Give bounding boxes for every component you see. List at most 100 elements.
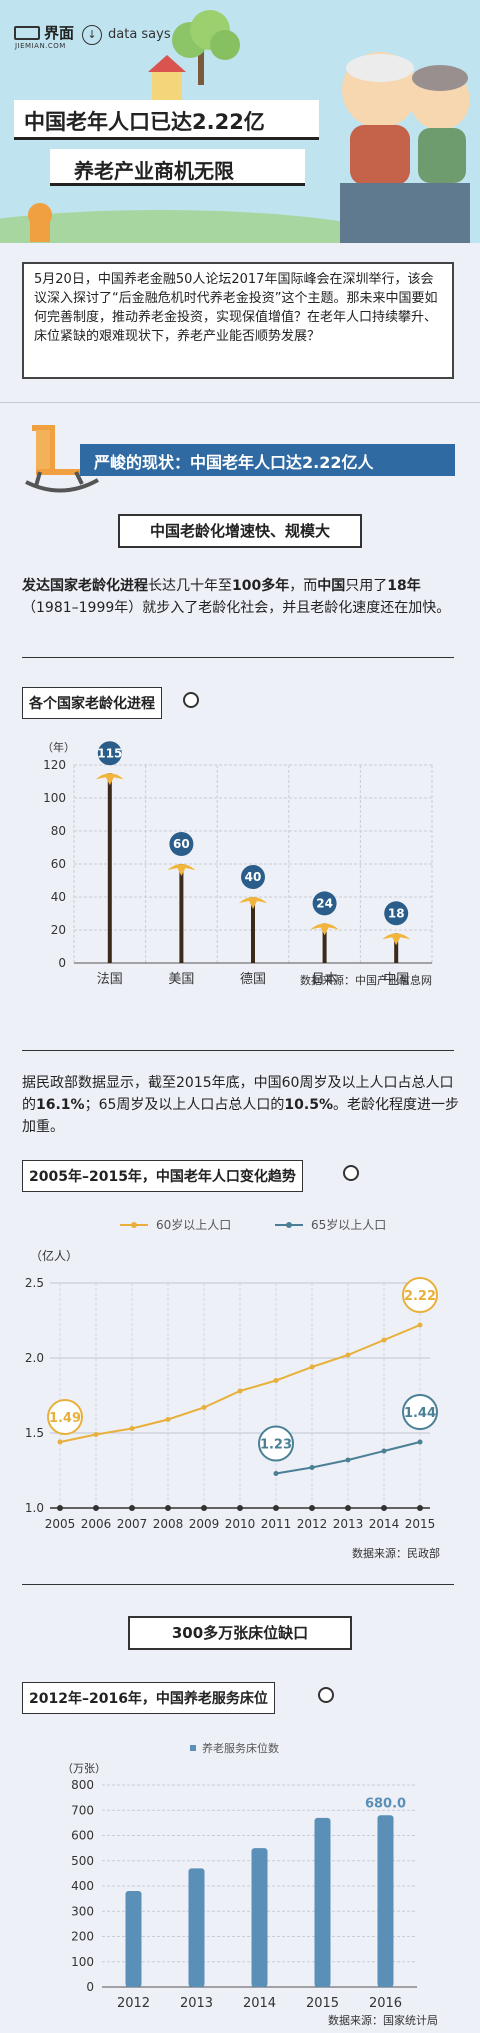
chart3-ylabel: （万张） [62,1762,106,1775]
chart2-point [165,1417,171,1422]
para-text: ；65周岁及以上人口占总人口的 [84,1097,285,1113]
chart2-point [345,1352,351,1358]
section-banner: 严峻的现状：中国老年人口达2.22亿人 [80,444,455,476]
chart1-ytick-label: 60 [51,857,66,871]
para-bold: 发达国家老龄化进程 [22,578,148,594]
chart2-ylabel: （亿人） [30,1248,78,1263]
chart2-point [273,1471,279,1476]
chart1-value-label: 40 [245,870,262,884]
chart3-title: 2012年–2016年，中国养老服务床位 [22,1682,275,1714]
chart1-xtick-label: 日本 [312,972,338,987]
chart2-xaxis-dot [93,1505,99,1511]
chart2-xtick-label: 2010 [225,1517,256,1531]
para-bold: 10.5% [284,1097,333,1113]
chart1-title-dot-icon [183,692,199,708]
chart3-xtick-label: 2016 [369,1996,402,2011]
chart1-ylabel: （年） [42,740,75,754]
chart3-elderly-beds: 养老服务床位数 （万张） 0 100 200 300 400 500 600 700 800 2012… [62,1741,417,2011]
para-text: （1981–1999年）就步入了老龄化社会，并且老龄化速度还在加快。 [22,600,451,616]
rocking-chair-icon [25,425,99,493]
chart2-xaxis-dot [417,1505,423,1511]
chart1-bar-cap [167,864,196,876]
chart3-ytick-label: 200 [71,1930,94,1944]
chart1-ytick-label: 0 [58,956,66,970]
chart1-bar-cap [95,773,124,786]
chart2-xaxis-dot [57,1505,63,1511]
chart2-ytick-label: 2.0 [25,1351,44,1365]
chart3-ytick-label: 0 [86,1980,94,1994]
chart2-point [417,1322,423,1328]
partner-name: data says [108,27,171,42]
chart2-label-first60-badge [47,1399,83,1435]
header-banner: 界面 JIEMIAN.COM ↓ data says 中国老年人口已达2.22亿… [0,0,480,243]
chart2-point [93,1432,99,1437]
chart1-ytick-label: 100 [43,791,66,805]
section-banner-text: 严峻的现状：中国老年人口达2.22亿人 [94,453,374,472]
chart3-ytick-label: 500 [71,1854,94,1868]
chart1-title: 各个国家老龄化进程 [22,687,162,719]
chart1-value-badge [241,865,265,889]
para-text: 长达几十年至 [148,578,232,594]
chart2-xtick-label: 2014 [369,1517,400,1531]
chart1-aging-process: （年） 0 20 40 60 80 100 120 115 法国 60 美国 40 德国 24 日本 18 中国 [42,740,433,987]
chart3-ytick-label: 700 [71,1803,94,1817]
chart2-xaxis-dot [309,1505,315,1511]
intro-paragraph: 5月20日，中国养老金融50人论坛2017年国际峰会在深圳举行，该会议深入探讨了… [22,262,454,379]
section2-heading: 300多万张床位缺口 [128,1616,352,1650]
chart2-point [201,1405,207,1410]
chart1-ytick-label: 40 [51,890,66,904]
chart1-value-label: 24 [316,896,333,910]
chart2-point [129,1426,135,1431]
chart2-legend-label: 60岁以上人口 [156,1217,231,1232]
chart1-xtick-label: 美国 [168,972,194,987]
chart1-value-badge [97,741,122,766]
chart3-bar [125,1891,142,1987]
chart2-point [309,1364,315,1370]
chart1-xtick-label: 法国 [97,972,123,987]
chart3-ytick-label: 300 [71,1904,94,1918]
chart2-legend-label: 65岁以上人口 [311,1217,386,1232]
divider [0,402,480,403]
chart2-xtick-label: 2008 [153,1517,184,1531]
chart2-xaxis-dot [345,1505,351,1511]
page-subtitle: 养老产业商机无限 [74,159,234,183]
chart2-label-first65: 1.23 [260,1438,292,1453]
chart2-label-first65-badge [258,1425,294,1462]
para-text: ，而 [289,578,318,594]
chart2-label-last65-badge [402,1394,438,1430]
chart1-value-label: 115 [97,746,122,760]
chart1-xtick-label: 德国 [240,972,266,987]
chart3-ytick-label: 100 [71,1955,94,1969]
logo-icon [14,26,40,40]
chart2-xaxis-dot [237,1505,243,1511]
chart3-value-label: 680.0 [365,1796,406,1811]
divider [22,657,454,658]
logo-url: JIEMIAN.COM [15,42,66,50]
page-title: 中国老年人口已达2.22亿 [24,110,265,134]
para-text: 。老龄化程度进一步加重。 [22,1097,459,1135]
chart2-point [417,1439,423,1445]
chart2-point [381,1448,387,1454]
chart2-title: 2005年–2015年，中国老年人口变化趋势 [22,1160,303,1192]
chart2-ytick-label: 1.0 [25,1501,44,1515]
chart2-xtick-label: 2013 [333,1517,364,1531]
chart1-value-label: 60 [173,837,190,851]
chart1-bar [107,773,112,963]
chart2-xaxis-dot [165,1505,171,1511]
chart3-xtick-label: 2015 [306,1996,339,2011]
chart2-xtick-label: 2006 [81,1517,112,1531]
chart3-ytick-label: 800 [71,1778,94,1792]
chart2-xtick-label: 2012 [297,1517,328,1531]
chart3-xtick-label: 2013 [180,1996,213,2011]
para-bold: 100多年 [232,578,290,594]
chart3-xtick-label: 2012 [117,1996,150,2011]
chart2-point [381,1337,387,1343]
chart2-xaxis-dot [381,1505,387,1511]
chart1-ytick-label: 120 [43,758,66,772]
chart3-bar [377,1815,394,1987]
chart2-label-first60: 1.49 [49,1411,81,1426]
chart3-legend-label: 养老服务床位数 [202,1741,279,1755]
chart3-ytick-label: 400 [71,1879,94,1893]
chart2-legend-marker [131,1222,137,1228]
chart3-xtick-label: 2014 [243,1996,276,2011]
